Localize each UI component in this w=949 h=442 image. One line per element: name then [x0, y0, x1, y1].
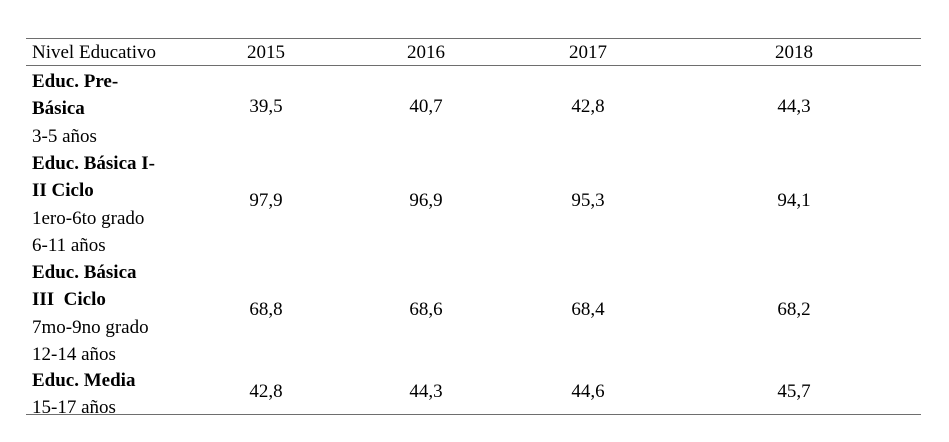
header-year-2015: 2015: [247, 42, 285, 63]
row-level-name: II Ciclo: [32, 180, 94, 202]
row-level-age: 15-17 años: [32, 397, 116, 419]
cell-value: 68,8: [249, 299, 283, 320]
header-year-2016: 2016: [407, 42, 445, 63]
cell-value: 40,7: [409, 96, 443, 117]
row-level-age: 6-11 años: [32, 234, 106, 256]
table-header-rule: [26, 65, 921, 66]
cell-value: 45,7: [777, 381, 811, 402]
row-level-cell: Educ. Media 15-17 años: [32, 367, 182, 422]
row-level-age: 12-14 años: [32, 343, 116, 365]
cell-value: 44,6: [571, 381, 605, 402]
row-level-name: III Ciclo: [32, 289, 106, 311]
cell-value: 42,8: [571, 96, 605, 117]
cell-value: 44,3: [409, 381, 443, 402]
row-level-name: Educ. Media: [32, 370, 136, 391]
cell-value: 68,2: [777, 299, 811, 320]
row-level-name: Educ. Básica I-: [32, 153, 155, 174]
header-year-2017: 2017: [569, 42, 607, 63]
row-level-name: Educ. Básica: [32, 262, 137, 283]
header-year-2018: 2018: [775, 42, 813, 63]
table-top-rule: [26, 38, 921, 39]
row-level-name: Básica: [32, 98, 85, 120]
table-row: Educ. Pre- Básica 3-5 años 39,5 40,7 42,…: [26, 68, 921, 150]
table-bottom-rule: [26, 414, 921, 415]
cell-value: 68,4: [571, 299, 605, 320]
row-level-age: 3-5 años: [32, 125, 97, 147]
row-level-grade: 7mo-9no grado: [32, 316, 149, 338]
cell-value: 97,9: [249, 190, 283, 211]
row-level-cell: Educ. Pre- Básica 3-5 años: [32, 68, 182, 150]
table-row: Educ. Media 15-17 años 42,8 44,3 44,6 45…: [26, 367, 921, 418]
table-row: Educ. Básica I- II Ciclo 1ero-6to grado …: [26, 150, 921, 259]
cell-value: 42,8: [249, 381, 283, 402]
cell-value: 68,6: [409, 299, 443, 320]
cell-value: 44,3: [777, 96, 811, 117]
row-level-name: Educ. Pre-: [32, 71, 119, 92]
cell-value: 96,9: [409, 190, 443, 211]
cell-value: 39,5: [249, 96, 283, 117]
table-row: Educ. Básica III Ciclo 7mo-9no grado 12-…: [26, 259, 921, 368]
cell-value: 94,1: [777, 190, 811, 211]
header-level: Nivel Educativo: [32, 42, 156, 63]
cell-value: 95,3: [571, 190, 605, 211]
row-level-cell: Educ. Básica III Ciclo 7mo-9no grado 12-…: [32, 259, 182, 368]
row-level-grade: 1ero-6to grado: [32, 207, 145, 229]
row-level-cell: Educ. Básica I- II Ciclo 1ero-6to grado …: [32, 150, 182, 259]
table-header-row: Nivel Educativo 2015 2016 2017 2018: [26, 38, 921, 65]
